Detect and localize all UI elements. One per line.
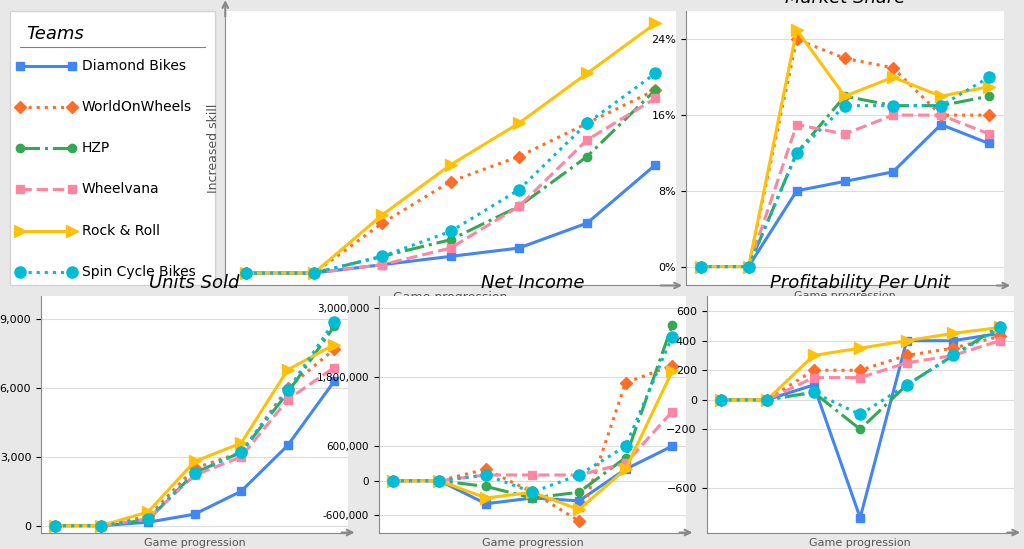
Title: Balanced Scorecard Performance: Balanced Scorecard Performance	[255, 0, 646, 4]
X-axis label: Game progression: Game progression	[794, 291, 896, 301]
Text: WorldOnWheels: WorldOnWheels	[82, 100, 193, 114]
Text: Spin Cycle Bikes: Spin Cycle Bikes	[82, 265, 196, 279]
FancyBboxPatch shape	[10, 11, 215, 285]
Title: Profitability Per Unit: Profitability Per Unit	[770, 274, 950, 292]
X-axis label: Game progression: Game progression	[393, 291, 508, 304]
Y-axis label: Increased skill: Increased skill	[207, 104, 220, 193]
Text: HZP: HZP	[82, 141, 111, 155]
X-axis label: Game progression: Game progression	[809, 538, 911, 548]
Text: Diamond Bikes: Diamond Bikes	[82, 59, 186, 73]
X-axis label: Game progression: Game progression	[143, 538, 246, 548]
Title: Units Sold: Units Sold	[150, 274, 240, 292]
X-axis label: Game progression: Game progression	[481, 538, 584, 548]
Text: Wheelvana: Wheelvana	[82, 182, 160, 197]
Title: Market Share: Market Share	[784, 0, 905, 7]
Text: Rock & Roll: Rock & Roll	[82, 223, 160, 238]
Title: Net Income: Net Income	[480, 274, 585, 292]
Text: Teams: Teams	[27, 25, 84, 43]
